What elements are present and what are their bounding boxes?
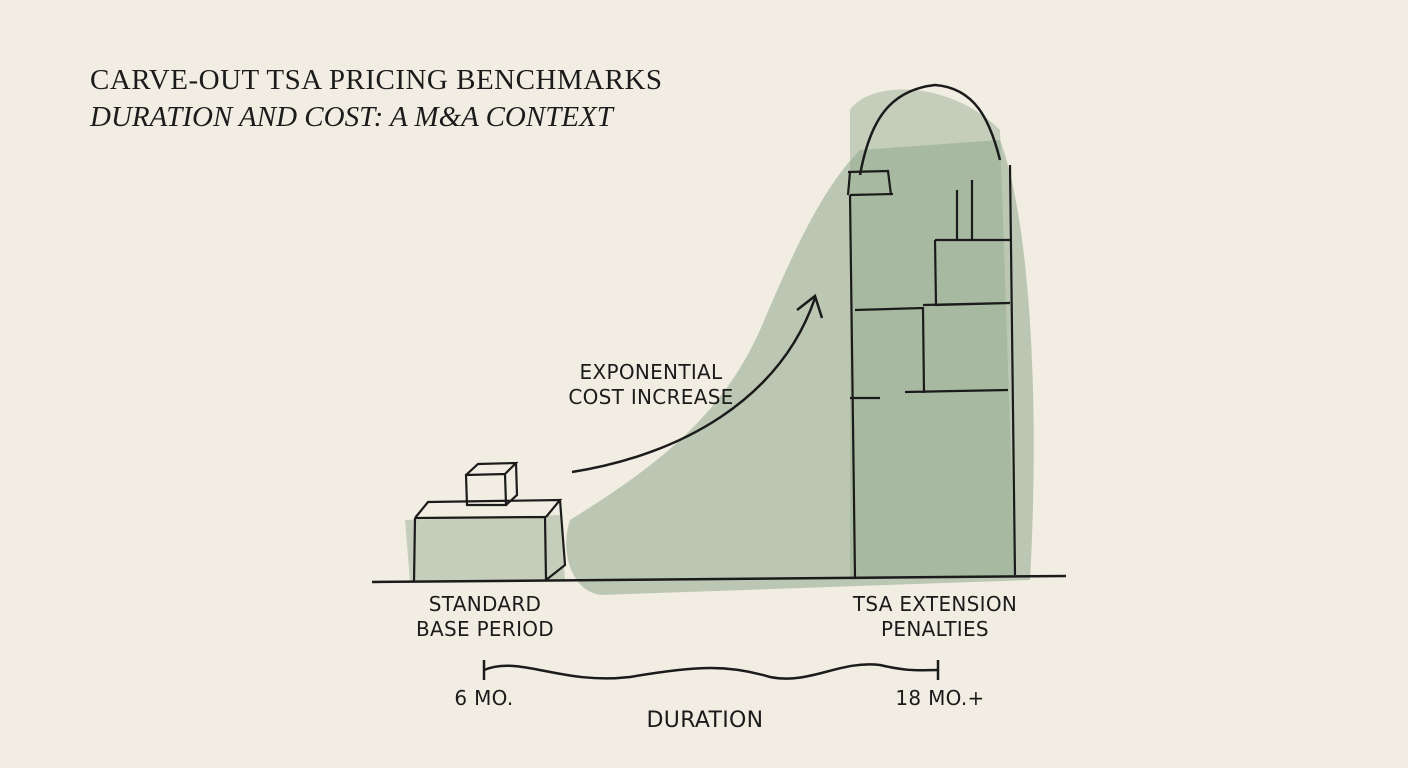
arrow-label-line1: EXPONENTIAL: [579, 360, 723, 384]
left-label-line2: BASE PERIOD: [415, 617, 555, 641]
arrow-annotation: EXPONENTIAL COST INCREASE: [556, 360, 746, 410]
axis-end-label: 18 MO.+: [895, 686, 985, 710]
exponential-arrow: [571, 293, 824, 474]
arrow-label-line2: COST INCREASE: [568, 385, 734, 409]
duration-axis: [482, 660, 940, 680]
left-label-line1: STANDARD: [428, 592, 542, 616]
baseline: [371, 574, 1067, 584]
green-wash: [405, 89, 1034, 595]
page-subtitle: DURATION AND COST: A M&A CONTEXT: [90, 101, 613, 133]
page-title: CARVE-OUT TSA PRICING BENCHMARKS: [90, 64, 663, 96]
small-block-stack: [412, 461, 567, 583]
right-label-line2: PENALTIES: [881, 617, 989, 641]
axis-start-label: 6 MO.: [454, 686, 514, 710]
tsa-extension-penalties-label: TSA EXTENSION PENALTIES: [825, 592, 1045, 642]
axis-title: DURATION: [646, 708, 764, 733]
tall-block-stack: [846, 83, 1017, 579]
standard-base-period-label: STANDARD BASE PERIOD: [395, 592, 575, 642]
right-label-line1: TSA EXTENSION: [852, 592, 1018, 616]
